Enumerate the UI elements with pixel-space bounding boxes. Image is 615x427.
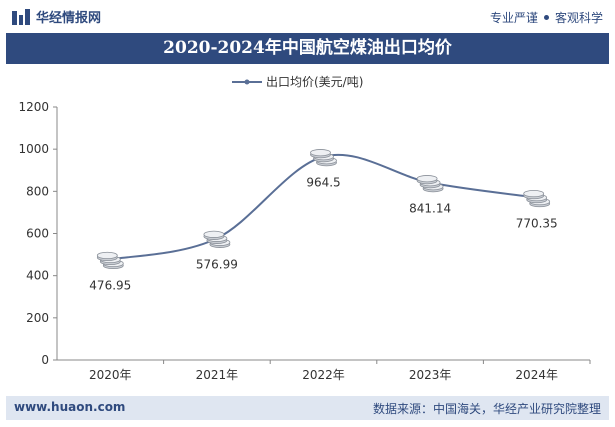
footer-url: www.huaon.com — [14, 400, 126, 414]
top-bar: 华经情报网 专业严谨 客观科学 — [0, 0, 615, 32]
brand-name: 华经情报网 — [36, 11, 102, 26]
x-tick-label: 2020年 — [89, 368, 132, 382]
title-bar: 2020-2024年中国航空煤油出口均价 — [6, 33, 609, 64]
data-label: 476.95 — [89, 278, 131, 292]
brand-logo-icon — [12, 8, 31, 25]
chart-axes: 0 200 400 600 800 1000 1200 2020年 2021年 2022年 2023… — [18, 100, 591, 382]
y-tick-label: 1200 — [18, 100, 49, 114]
footer-source: 数据来源：中国海关，华经产业研究院整理 — [372, 402, 601, 416]
chart-plot: 476.95 576.99 964.5 841.14 770.35 — [89, 149, 558, 292]
coin-face — [203, 230, 225, 238]
line-chart: 出口均价(美元/吨) 0 200 400 600 800 1000 1200 2020年 202… — [18, 75, 591, 382]
data-label: 964.5 — [306, 176, 340, 190]
data-label: 770.35 — [516, 217, 558, 231]
slogan-left: 专业严谨 — [489, 11, 538, 25]
chart-title: 2020-2024年中国航空煤油出口均价 — [163, 38, 452, 58]
data-point-coin-icon — [523, 189, 551, 208]
slogan-right: 客观科学 — [554, 11, 603, 25]
data-point-coin-icon — [96, 251, 124, 270]
slogan: 专业严谨 客观科学 — [490, 9, 603, 26]
y-tick-label: 0 — [41, 353, 49, 367]
x-tick-label: 2022年 — [302, 368, 345, 382]
coin-face — [416, 175, 438, 183]
coin-face — [523, 189, 545, 198]
y-tick-label: 400 — [26, 269, 49, 283]
data-label: 576.99 — [196, 257, 238, 271]
slogan-dot-icon — [543, 15, 549, 20]
chart-legend: 出口均价(美元/吨) — [232, 75, 363, 89]
brand: 华经情报网 — [12, 7, 101, 26]
y-tick-label: 600 — [26, 227, 49, 241]
data-point-coin-icon — [310, 149, 337, 167]
x-tick-label: 2021年 — [196, 368, 239, 382]
x-tick-label: 2023年 — [409, 368, 452, 382]
data-point-coin-icon — [203, 230, 231, 248]
y-tick-label: 200 — [26, 311, 49, 325]
data-point-coin-icon — [416, 175, 444, 193]
y-tick-label: 1000 — [18, 142, 49, 156]
coin-face — [310, 149, 331, 157]
x-tick-label: 2024年 — [515, 368, 558, 382]
series-line — [110, 153, 537, 261]
legend-label: 出口均价(美元/吨) — [266, 75, 363, 89]
y-tick-label: 800 — [26, 184, 49, 198]
legend-marker — [244, 79, 250, 85]
data-label: 841.14 — [409, 202, 451, 216]
coin-face — [96, 251, 118, 260]
footer: www.huaon.com 数据来源：中国海关，华经产业研究院整理 — [6, 396, 609, 420]
